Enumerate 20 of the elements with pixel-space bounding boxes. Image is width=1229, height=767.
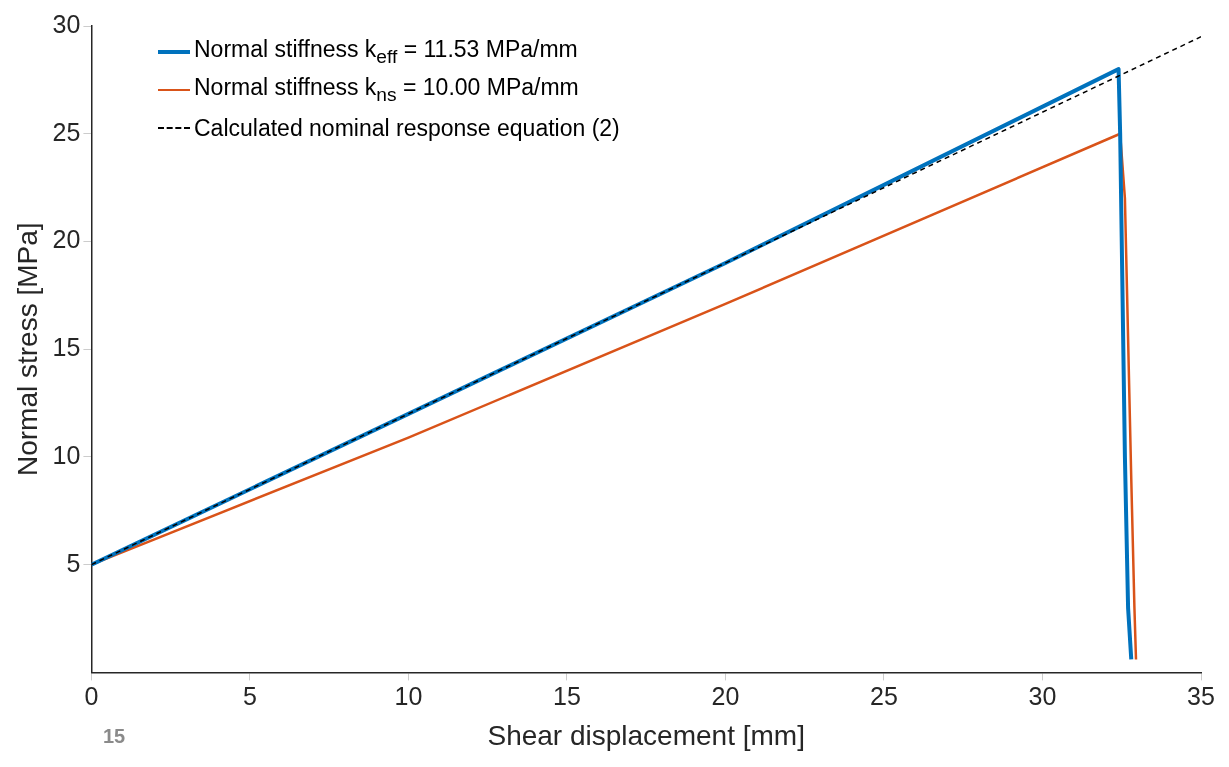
x-tick-label: 5 bbox=[242, 682, 257, 711]
x-tick-label: 25 bbox=[870, 682, 898, 711]
x-tick-label: 10 bbox=[394, 682, 423, 711]
x-tick-label: 35 bbox=[1187, 682, 1215, 711]
text: 15 bbox=[103, 725, 126, 748]
x-axis-title: Shear displacement [mm] bbox=[487, 719, 805, 751]
y-tick-label: 5 bbox=[66, 548, 81, 577]
y-tick-label: 10 bbox=[52, 440, 81, 469]
y-tick-label: 15 bbox=[52, 333, 81, 362]
legend-label: Calculated nominal response equation (2) bbox=[194, 114, 620, 142]
legend-label: Normal stiffness k$_{eff}$ = 11.53 MPa/mm bbox=[194, 36, 578, 68]
x-tick-label: 20 bbox=[711, 682, 740, 711]
y-axis-title: Normal stress [MPa] bbox=[11, 222, 43, 476]
x-tick-label: 0 bbox=[84, 682, 99, 711]
y-tick-label: 25 bbox=[52, 117, 81, 146]
y-tick-label: 30 bbox=[52, 9, 81, 38]
legend-label: Normal stiffness k$_{ns}$ = 10.00 MPa/mm bbox=[194, 74, 579, 106]
x-tick-label: 30 bbox=[1028, 682, 1057, 711]
x-tick-label: 15 bbox=[553, 682, 581, 711]
y-tick-label: 20 bbox=[52, 225, 81, 254]
